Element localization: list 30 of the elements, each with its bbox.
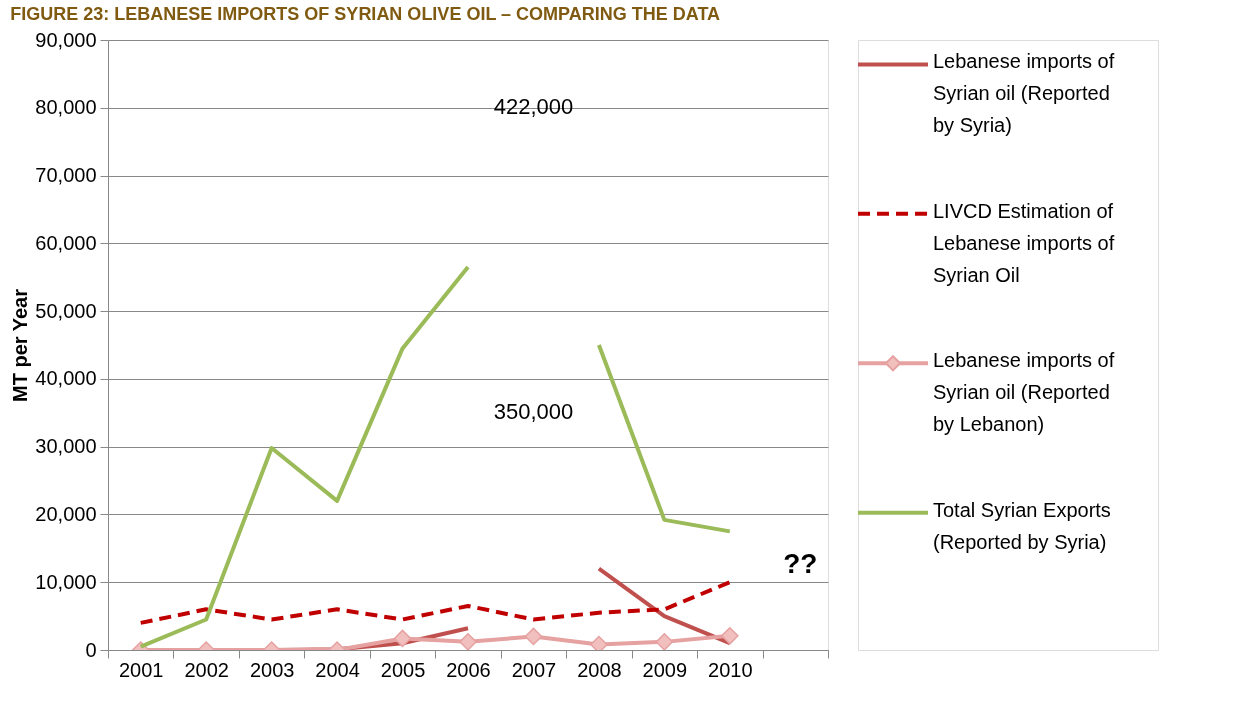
y-tick-label: 80,000 (35, 96, 97, 119)
x-tick-label: 2010 (708, 658, 753, 681)
y-tick-label: 0 (85, 638, 97, 661)
y-tick-label: 90,000 (35, 28, 97, 51)
x-tick-label: 2004 (315, 658, 360, 681)
line-series (138, 580, 732, 625)
x-tick-label: 2002 (184, 658, 229, 681)
y-tick-label: 20,000 (35, 502, 97, 525)
y-tick-label: 70,000 (35, 164, 97, 187)
x-tick-label: 2008 (577, 658, 622, 681)
y-axis-title: MT per Year (9, 288, 32, 403)
y-tick-label: 30,000 (35, 435, 97, 458)
y-tick-label: 10,000 (35, 570, 97, 593)
x-tick-label: 2009 (642, 658, 688, 681)
y-tick-label: 50,000 (35, 299, 97, 322)
y-tick-label: 60,000 (35, 231, 97, 254)
x-tick-label: 2005 (380, 658, 426, 681)
legend-label: LIVCD Estimation of Lebanese imports of Syrian Oil (933, 199, 1115, 286)
legend-label: Lebanese imports of Syrian oil (Reported by Syria) (933, 50, 1115, 137)
x-tick-label: 2003 (249, 658, 295, 681)
x-tick-label: 2001 (118, 658, 164, 681)
chart-title: FIGURE 23: LEBANESE IMPORTS OF SYRIAN OLIVE OIL – COMPARING THE DATA (10, 3, 721, 24)
x-tick-label: 2007 (511, 658, 557, 681)
legend-label: Total Syrian Exports (Reported by Syria) (933, 498, 1111, 553)
y-tick-label: 40,000 (35, 367, 97, 390)
annotation: 350,000 (493, 399, 574, 425)
x-tick-label: 2006 (446, 658, 491, 681)
annotation: 422,000 (493, 94, 574, 120)
legend-label: Lebanese imports of Syrian oil (Reported by Lebanon) (933, 349, 1115, 436)
annotation: ?? (783, 547, 818, 579)
